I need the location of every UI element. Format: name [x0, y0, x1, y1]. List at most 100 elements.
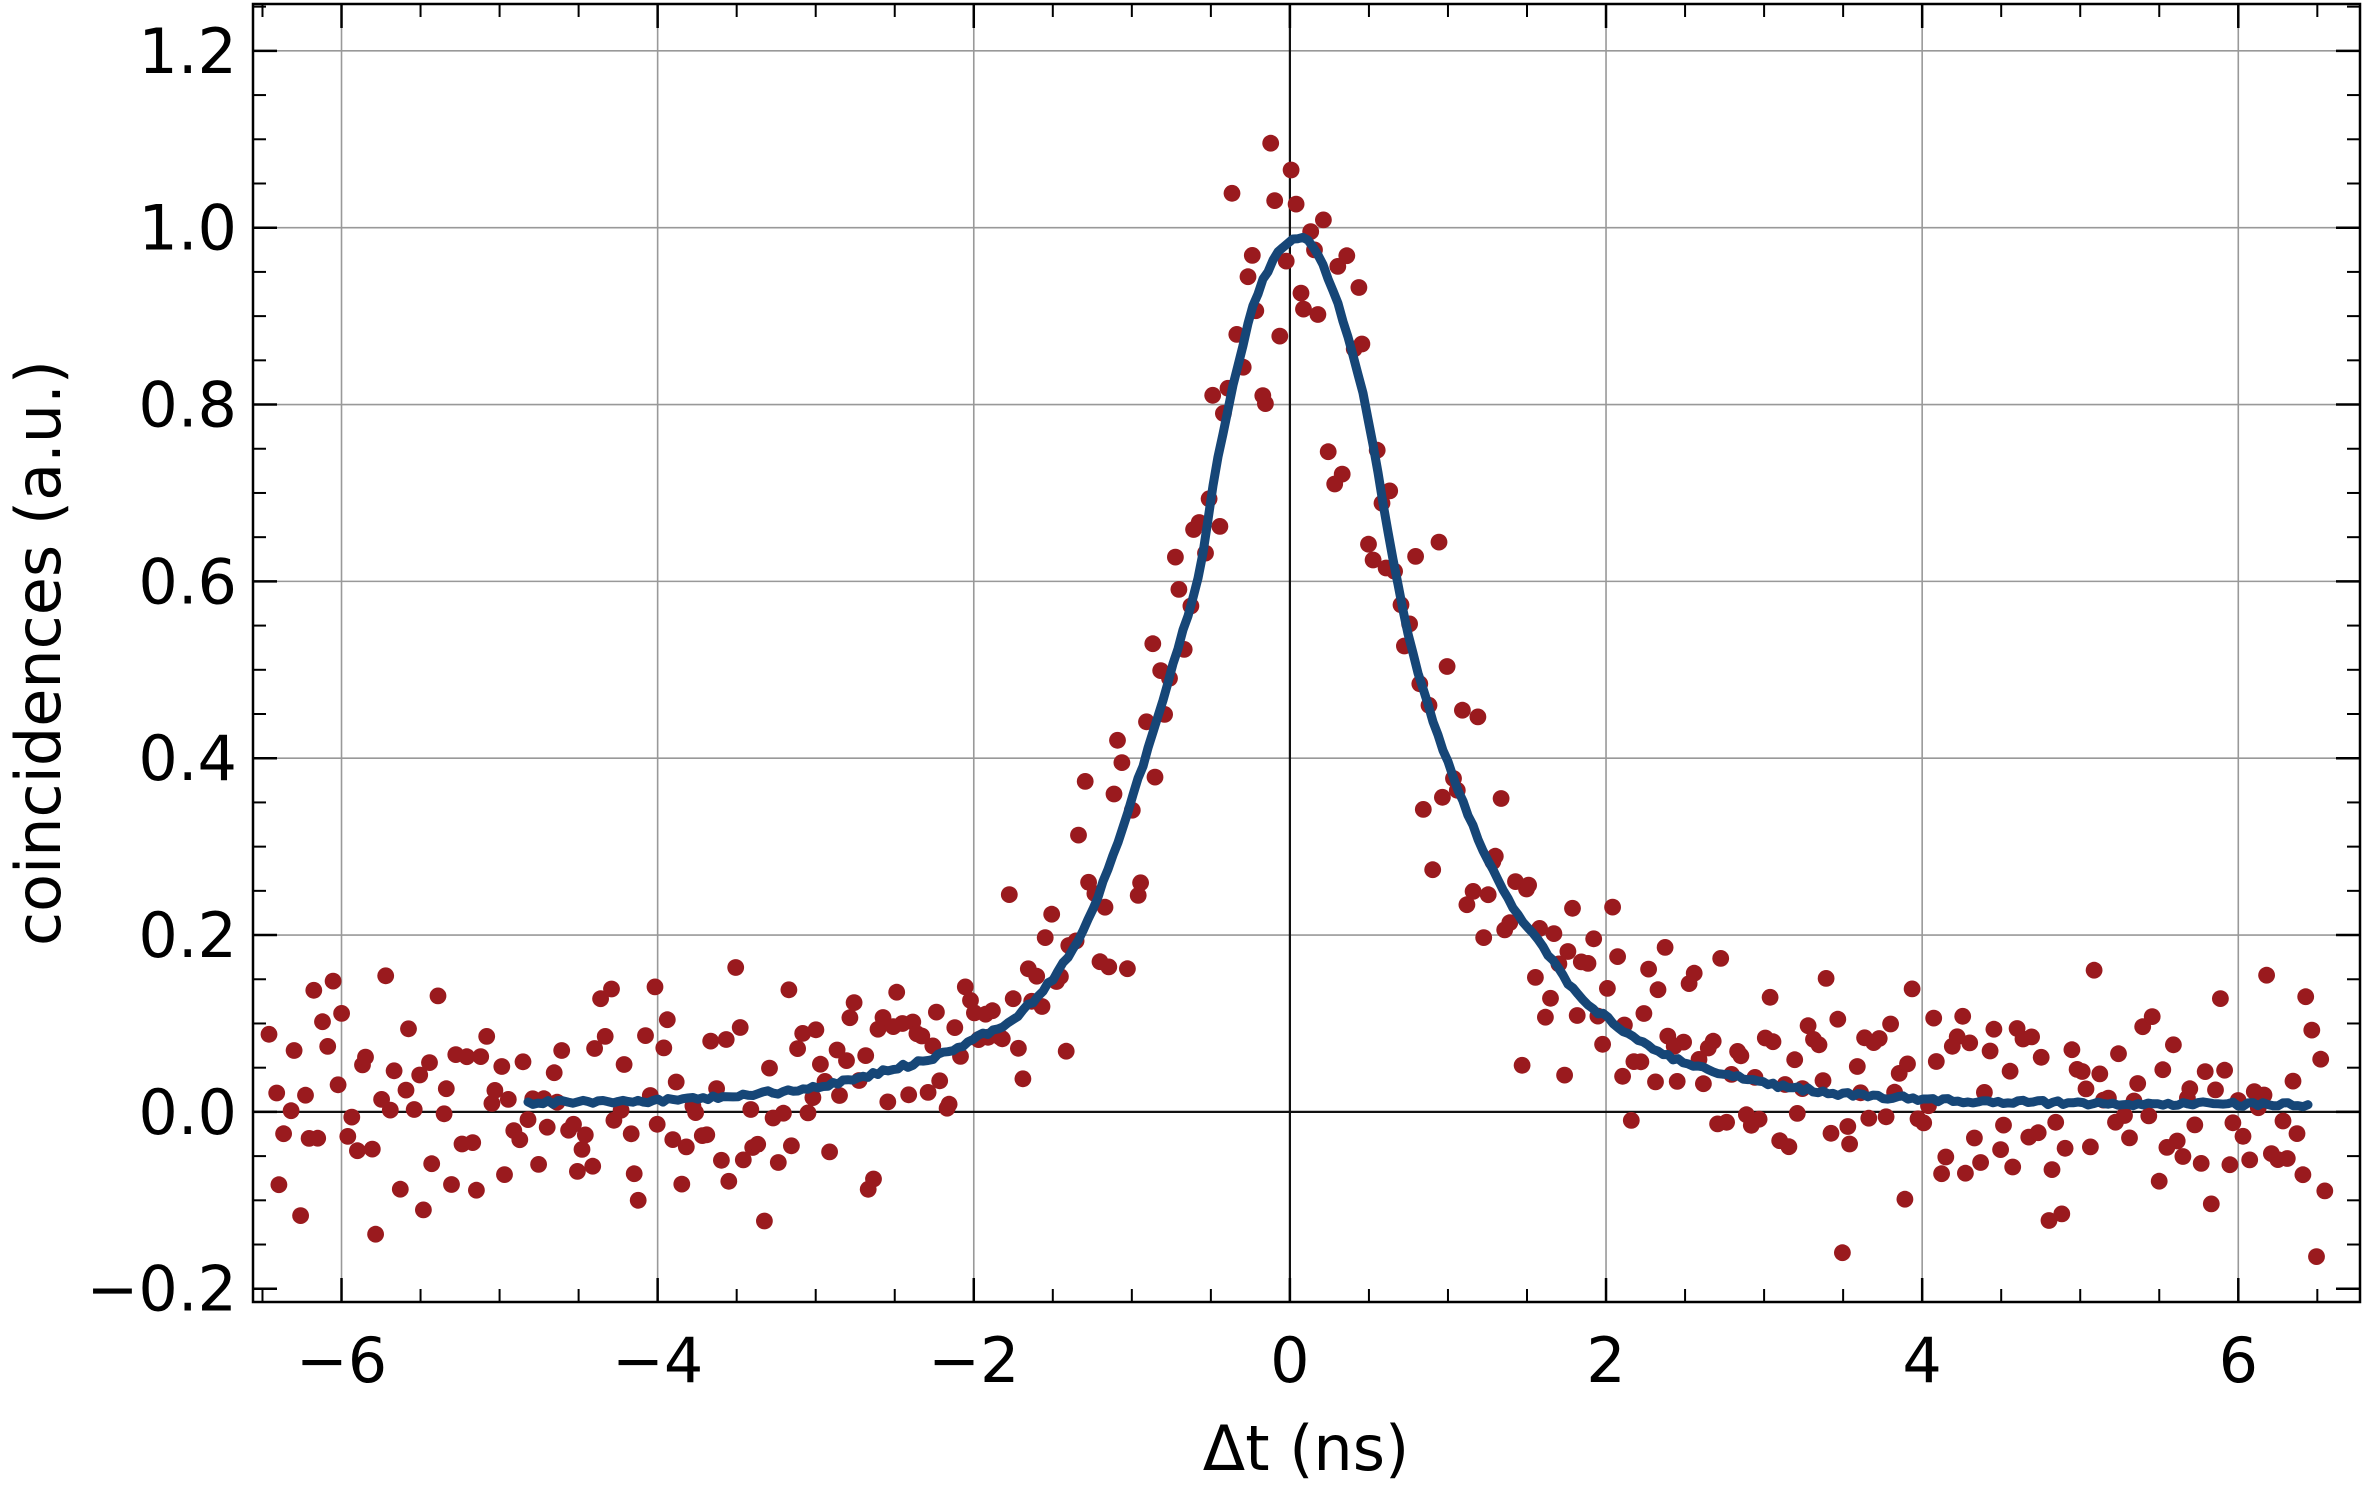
scatter-point: [339, 1128, 357, 1145]
scatter-point: [1414, 801, 1432, 818]
scatter-point: [514, 1053, 532, 1071]
scatter-point: [1469, 708, 1487, 726]
scatter-point: [2234, 1127, 2252, 1145]
scatter-point: [1492, 790, 1510, 807]
scatter-point: [1282, 161, 1300, 179]
scatter-point: [1899, 1055, 1916, 1073]
scatter-point: [1243, 247, 1261, 264]
scatter-point: [1144, 635, 1162, 653]
scatter-point: [603, 980, 620, 998]
scatter-point: [1537, 1008, 1554, 1026]
scatter-point: [667, 1073, 685, 1091]
zero-lines: [253, 4, 2360, 1302]
scatter-point: [2077, 1080, 2095, 1098]
scatter-point: [1333, 465, 1351, 483]
y-tick-label: 0.8: [138, 369, 237, 442]
scatter-point: [1829, 1010, 1847, 1028]
scatter-point: [1948, 1028, 1966, 1046]
scatter-point: [2091, 1065, 2109, 1083]
scatter-point: [956, 978, 974, 996]
scatter-point: [397, 1081, 415, 1099]
scatter-point: [698, 1126, 716, 1144]
scatter-point: [268, 1084, 286, 1102]
scatter-point: [1860, 1109, 1878, 1127]
scatter-point: [2288, 1125, 2306, 1142]
scatter-point: [1458, 896, 1476, 914]
plot-data-area: [260, 134, 2334, 1265]
scatter-point: [1513, 1056, 1531, 1074]
y-axis-title: coincidences (a.u.): [2, 360, 75, 946]
scatter-point: [464, 1134, 482, 1151]
scatter-point: [1933, 1165, 1950, 1183]
scatter-point: [1814, 1072, 1832, 1089]
y-tick-labels: −0.2 0.0 0.2 0.4 0.6 0.8 1.0 1.2: [86, 15, 237, 1326]
scatter-point: [1407, 548, 1424, 565]
scatter-point: [2129, 1075, 2147, 1092]
scatter-point: [2207, 1081, 2224, 1099]
scatter-point: [343, 1108, 361, 1126]
plot-border: [251, 2, 2362, 1304]
scatter-point: [1995, 1116, 2012, 1134]
scatter-point: [1656, 939, 1674, 956]
x-tick-label: −4: [612, 1324, 703, 1397]
scatter-point: [305, 981, 323, 999]
y-tick-label: 0.2: [138, 899, 237, 972]
scatter-point: [411, 1066, 429, 1084]
scatter-point: [913, 1027, 931, 1045]
gridlines: [253, 4, 2360, 1302]
scatter-point: [2255, 1086, 2273, 1104]
scatter-point: [385, 1062, 403, 1080]
scatter-point: [731, 1019, 749, 1036]
scatter-point: [1076, 773, 1094, 790]
scatter-point: [349, 1142, 366, 1160]
scatter-point: [2150, 1172, 2168, 1190]
scatter-point: [812, 1055, 829, 1073]
scatter-point: [865, 1170, 882, 1188]
scatter-point: [1761, 988, 1779, 1006]
scatter-point: [2196, 1063, 2214, 1080]
scatter-point: [478, 1028, 496, 1045]
scatter-point: [622, 1125, 640, 1143]
scatter-point: [553, 1042, 571, 1059]
scatter-point: [702, 1032, 720, 1050]
scatter-point: [1985, 1020, 2003, 1038]
scatter-point: [1454, 701, 1471, 719]
scatter-point: [1870, 1030, 1888, 1047]
scatter-point: [1364, 551, 1382, 569]
scatter-point: [443, 1176, 460, 1193]
scatter-point: [1788, 1105, 1806, 1122]
y-tick-label: −0.2: [86, 1253, 237, 1326]
scatter-point: [1712, 950, 1730, 967]
scatter-point: [333, 1005, 350, 1022]
scatter-point: [415, 1201, 432, 1219]
scatter-point: [2056, 1139, 2074, 1157]
scatter-point: [421, 1054, 438, 1071]
scatter-point: [1287, 195, 1305, 213]
scatter-point: [789, 1040, 806, 1057]
scatter-point: [363, 1140, 381, 1158]
scatter-point: [1732, 1047, 1750, 1065]
scatter-point: [309, 1129, 327, 1147]
scatter-point: [1501, 914, 1519, 932]
scatter-point: [1295, 300, 1312, 318]
scatter-point: [783, 1137, 800, 1155]
scatter-point: [569, 1163, 586, 1180]
scatter-point: [1057, 1042, 1075, 1060]
scatter-point: [1542, 989, 1559, 1007]
scatter-point: [879, 1093, 897, 1111]
scatter-point: [260, 1025, 278, 1043]
scatter-point: [1430, 533, 1448, 551]
fit-curve-line: [523, 232, 2313, 1112]
scatter-point: [1315, 211, 1332, 229]
scatter-point: [2303, 1021, 2321, 1039]
scatter-point: [756, 1212, 773, 1230]
scatter-point: [673, 1175, 691, 1193]
scatter-point: [831, 1087, 848, 1104]
scatter-point: [2284, 1072, 2302, 1090]
scatter-point: [1695, 1075, 1712, 1093]
scatter-point: [511, 1131, 529, 1149]
scatter-point: [2297, 988, 2315, 1006]
scatter-point: [2168, 1132, 2186, 1150]
scatter-point: [1204, 386, 1222, 404]
scatter-point: [1424, 861, 1442, 879]
